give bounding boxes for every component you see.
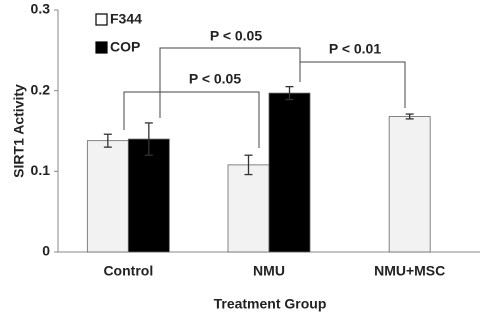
x-axis-title: Treatment Group	[214, 296, 327, 312]
error-bar	[285, 85, 294, 101]
legend-swatch	[95, 41, 108, 54]
legend-label: F344	[110, 11, 142, 27]
y-axis-title: SIRT1 Activity	[11, 84, 27, 178]
legend-label: COP	[110, 39, 140, 55]
annotation: P < 0.01	[329, 41, 382, 57]
error-bar	[103, 133, 112, 148]
error-bar	[144, 122, 153, 156]
error-bar	[405, 113, 414, 120]
y-tick-label: 0	[42, 243, 50, 259]
y-tick-label: 0.2	[31, 81, 51, 97]
bracket	[299, 61, 406, 108]
x-tick-label: NMU+MSC	[374, 263, 445, 279]
bar	[388, 116, 431, 253]
bar	[127, 138, 170, 253]
annotation: P < 0.05	[189, 71, 242, 87]
x-tick-label: Control	[103, 263, 153, 279]
y-tick-label: 0.1	[31, 162, 51, 178]
annotation: P < 0.05	[210, 28, 263, 44]
bar	[268, 92, 311, 253]
bar	[227, 164, 270, 253]
y-tick-label: 0.3	[31, 1, 51, 17]
legend-swatch	[95, 13, 108, 26]
bracket	[123, 91, 260, 148]
bar	[86, 140, 129, 253]
error-bar	[244, 154, 253, 176]
x-tick-label: NMU	[253, 263, 285, 279]
